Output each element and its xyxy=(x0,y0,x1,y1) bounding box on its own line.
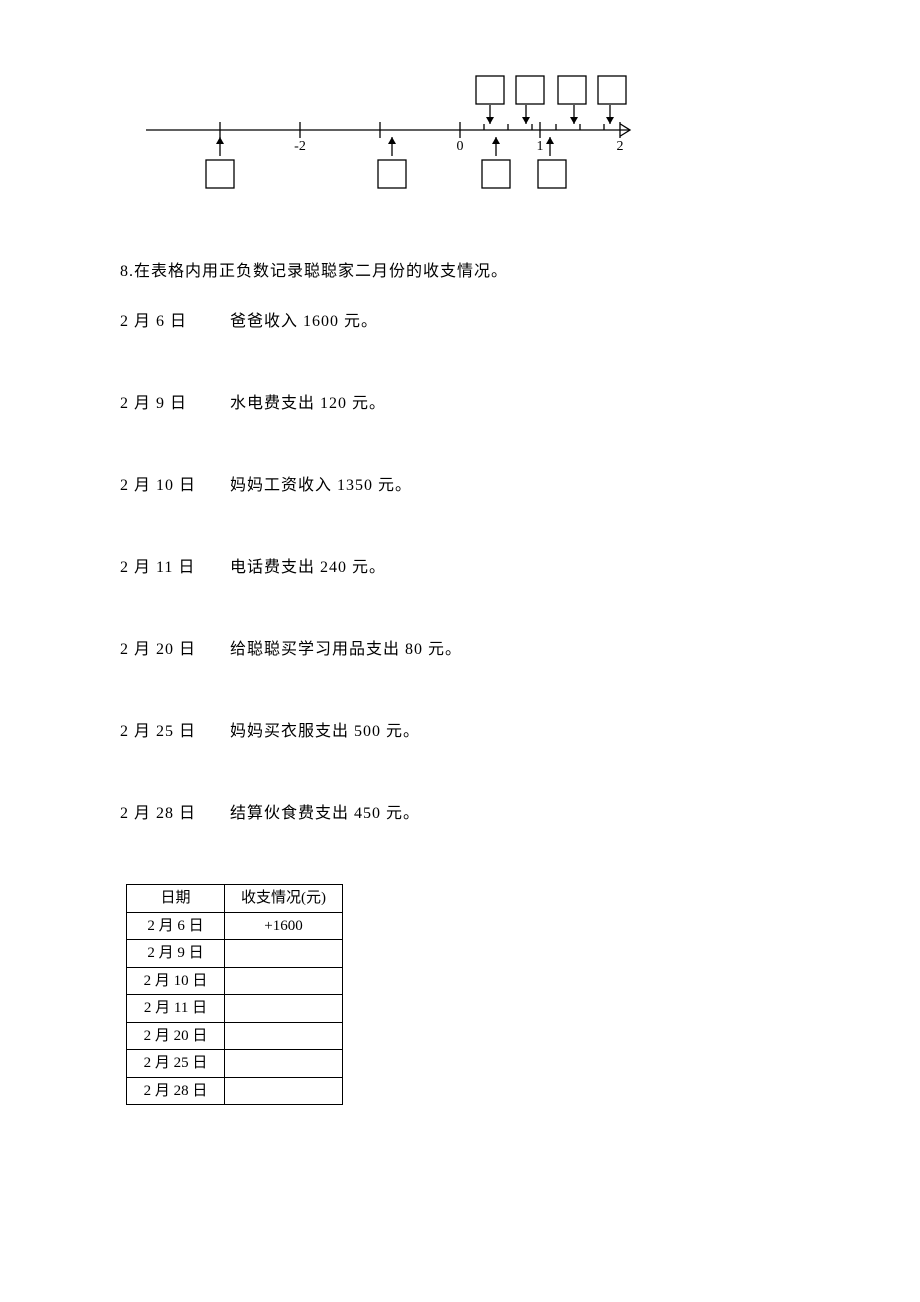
entry-desc: 电话费支出 240 元。 xyxy=(230,559,386,576)
table-row: 2 月 28 日 xyxy=(127,1077,343,1105)
cell-amount xyxy=(225,1077,343,1105)
entries-list: 2 月 6 日爸爸收入 1600 元。2 月 9 日水电费支出 120 元。2 … xyxy=(120,310,880,826)
table-row: 2 月 9 日 xyxy=(127,940,343,968)
table-row: 2 月 6 日+1600 xyxy=(127,912,343,940)
entry-row: 2 月 11 日电话费支出 240 元。 xyxy=(120,556,880,580)
number-line-diagram: -2 0 1 2 xyxy=(130,60,880,210)
cell-amount xyxy=(225,1022,343,1050)
cell-date: 2 月 11 日 xyxy=(127,995,225,1023)
question-8-title: 8.在表格内用正负数记录聪聪家二月份的收支情况。 xyxy=(120,260,880,284)
cell-date: 2 月 20 日 xyxy=(127,1022,225,1050)
number-line-svg: -2 0 1 2 xyxy=(130,60,650,210)
entry-desc: 爸爸收入 1600 元。 xyxy=(230,313,378,330)
ledger-table-wrap: 日期收支情况(元)2 月 6 日+16002 月 9 日2 月 10 日2 月 … xyxy=(126,884,880,1105)
svg-text:0: 0 xyxy=(457,139,464,154)
entry-date: 2 月 25 日 xyxy=(120,720,230,744)
header-date: 日期 xyxy=(127,885,225,913)
cell-amount xyxy=(225,940,343,968)
entry-row: 2 月 6 日爸爸收入 1600 元。 xyxy=(120,310,880,334)
entry-desc: 结算伙食费支出 450 元。 xyxy=(230,805,420,822)
entry-row: 2 月 28 日结算伙食费支出 450 元。 xyxy=(120,802,880,826)
table-row: 2 月 20 日 xyxy=(127,1022,343,1050)
cell-date: 2 月 28 日 xyxy=(127,1077,225,1105)
entry-date: 2 月 10 日 xyxy=(120,474,230,498)
cell-amount xyxy=(225,995,343,1023)
entry-desc: 水电费支出 120 元。 xyxy=(230,395,386,412)
entry-row: 2 月 20 日给聪聪买学习用品支出 80 元。 xyxy=(120,638,880,662)
entry-desc: 妈妈工资收入 1350 元。 xyxy=(230,477,412,494)
cell-date: 2 月 10 日 xyxy=(127,967,225,995)
entry-row: 2 月 10 日妈妈工资收入 1350 元。 xyxy=(120,474,880,498)
cell-amount: +1600 xyxy=(225,912,343,940)
svg-text:1: 1 xyxy=(537,139,544,154)
svg-text:2: 2 xyxy=(617,139,624,154)
entry-date: 2 月 20 日 xyxy=(120,638,230,662)
cell-date: 2 月 6 日 xyxy=(127,912,225,940)
cell-amount xyxy=(225,1050,343,1078)
table-row: 2 月 25 日 xyxy=(127,1050,343,1078)
question-number: 8. xyxy=(120,263,134,280)
table-row: 2 月 11 日 xyxy=(127,995,343,1023)
header-amount: 收支情况(元) xyxy=(225,885,343,913)
entry-date: 2 月 9 日 xyxy=(120,392,230,416)
table-header-row: 日期收支情况(元) xyxy=(127,885,343,913)
svg-text:-2: -2 xyxy=(294,139,306,154)
question-text: 在表格内用正负数记录聪聪家二月份的收支情况。 xyxy=(134,263,508,280)
entry-row: 2 月 9 日水电费支出 120 元。 xyxy=(120,392,880,416)
cell-date: 2 月 9 日 xyxy=(127,940,225,968)
table-row: 2 月 10 日 xyxy=(127,967,343,995)
ledger-table: 日期收支情况(元)2 月 6 日+16002 月 9 日2 月 10 日2 月 … xyxy=(126,884,343,1105)
cell-date: 2 月 25 日 xyxy=(127,1050,225,1078)
entry-row: 2 月 25 日妈妈买衣服支出 500 元。 xyxy=(120,720,880,744)
entry-date: 2 月 6 日 xyxy=(120,310,230,334)
entry-date: 2 月 11 日 xyxy=(120,556,230,580)
entry-date: 2 月 28 日 xyxy=(120,802,230,826)
entry-desc: 妈妈买衣服支出 500 元。 xyxy=(230,723,420,740)
entry-desc: 给聪聪买学习用品支出 80 元。 xyxy=(230,641,462,658)
cell-amount xyxy=(225,967,343,995)
